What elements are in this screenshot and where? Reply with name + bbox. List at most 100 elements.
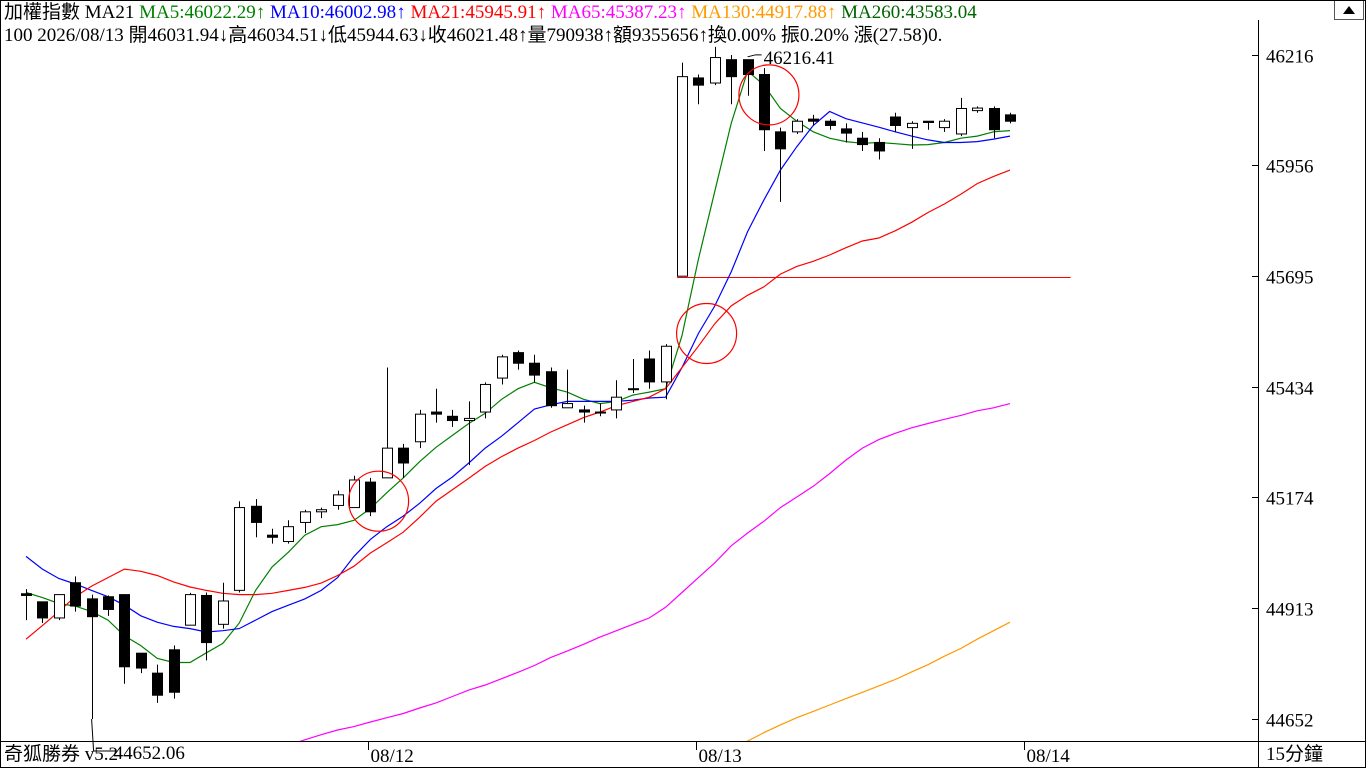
candle-up [956, 107, 967, 135]
candle [808, 114, 819, 126]
candle-down [825, 120, 836, 126]
candle-down [857, 137, 868, 146]
candle [611, 380, 622, 419]
candle [1005, 112, 1016, 124]
candle [382, 367, 393, 479]
candle-down [87, 598, 98, 618]
candle [333, 490, 344, 510]
candle-down [644, 358, 655, 383]
candles [21, 46, 1016, 719]
candle-up [497, 356, 508, 379]
candle-up [710, 57, 721, 84]
candle-down [890, 116, 901, 126]
candle-down [70, 582, 81, 607]
candle [447, 409, 458, 427]
candle-up [792, 120, 803, 133]
candle-up [333, 494, 344, 506]
candle-down [808, 118, 819, 122]
candle-down [874, 141, 885, 152]
ohlc-header: 100 2026/08/13 開46031.94↓高46034.51↓低4594… [4, 25, 943, 46]
candle-down [431, 411, 442, 415]
candle [825, 119, 836, 130]
candle [497, 354, 508, 385]
candle [480, 382, 491, 419]
candle-down [759, 74, 770, 131]
candle-down [251, 505, 262, 523]
candle-up [480, 383, 491, 413]
candle [234, 501, 245, 593]
timeframe-label[interactable]: 15分鐘 [1266, 744, 1324, 765]
candle-up [185, 594, 196, 626]
candle [201, 592, 212, 661]
candle-up [382, 447, 393, 479]
candle [890, 112, 901, 132]
candle-up [464, 417, 475, 422]
candle-down [398, 447, 409, 464]
candle [218, 582, 229, 629]
candle [562, 369, 573, 409]
candle-up [677, 76, 688, 277]
candle [759, 68, 770, 151]
candle-down [201, 594, 212, 644]
x-tick-label: 08/13 [699, 746, 742, 767]
indicator-segment: MA130:44917.88 [686, 2, 827, 23]
candle [743, 59, 754, 96]
candle-up [611, 396, 622, 411]
candle-up [628, 388, 639, 391]
candle-up [939, 120, 950, 129]
candle [464, 401, 475, 466]
candle-up [283, 526, 294, 543]
y-tick-label: 45695 [1266, 268, 1314, 289]
high-label: 46216.41 [764, 48, 835, 69]
candle-down [743, 59, 754, 76]
candle-up [54, 594, 65, 619]
candle [431, 388, 442, 423]
ma-line-ma21 [25, 169, 1011, 640]
candle-down [365, 481, 376, 513]
indicator-segment: MA260:43583.04 [836, 2, 977, 23]
candle [54, 594, 65, 621]
indicator-segment: ↑ [396, 2, 406, 23]
y-tick-label: 44652 [1266, 711, 1314, 732]
candle [792, 119, 803, 134]
candle-up [562, 403, 573, 409]
candle-up [595, 411, 606, 414]
candle-down [21, 593, 32, 596]
candle [661, 344, 672, 400]
candle [628, 358, 639, 393]
y-tick-label: 46216 [1266, 47, 1314, 68]
candle-down [103, 596, 114, 610]
candle-up [316, 509, 327, 513]
candle [644, 350, 655, 389]
candle [70, 576, 81, 612]
x-axis: 08/12 08/13 08/14 [368, 742, 1070, 767]
candle [365, 477, 376, 517]
highlight-circles [348, 64, 800, 532]
candle [349, 475, 360, 509]
candle [923, 120, 934, 130]
candle-down [152, 672, 163, 696]
candle [710, 46, 721, 86]
candle [726, 55, 737, 105]
candle-down [136, 652, 147, 669]
candle [119, 594, 130, 684]
highlight-circle [675, 302, 738, 365]
candle-down [169, 649, 180, 693]
candle-down [1005, 114, 1016, 122]
highlight-circle [348, 470, 410, 532]
candle-up [300, 511, 311, 523]
candle [693, 74, 704, 105]
candle [677, 62, 688, 277]
candle [841, 123, 852, 143]
candle [267, 528, 278, 544]
candle [857, 131, 868, 151]
y-axis: 46216 45956 45695 45434 45174 44913 44652 [1252, 47, 1314, 732]
candle-up [218, 600, 229, 625]
ma-line-ma130 [745, 621, 1011, 741]
y-tick-label: 45434 [1266, 379, 1314, 400]
indicator-segment: ↑ [536, 2, 547, 23]
candle [398, 443, 409, 478]
candle-down [841, 128, 852, 134]
indicator-segment: ↑ [255, 2, 266, 23]
ma-line-ma65 [299, 403, 1011, 741]
